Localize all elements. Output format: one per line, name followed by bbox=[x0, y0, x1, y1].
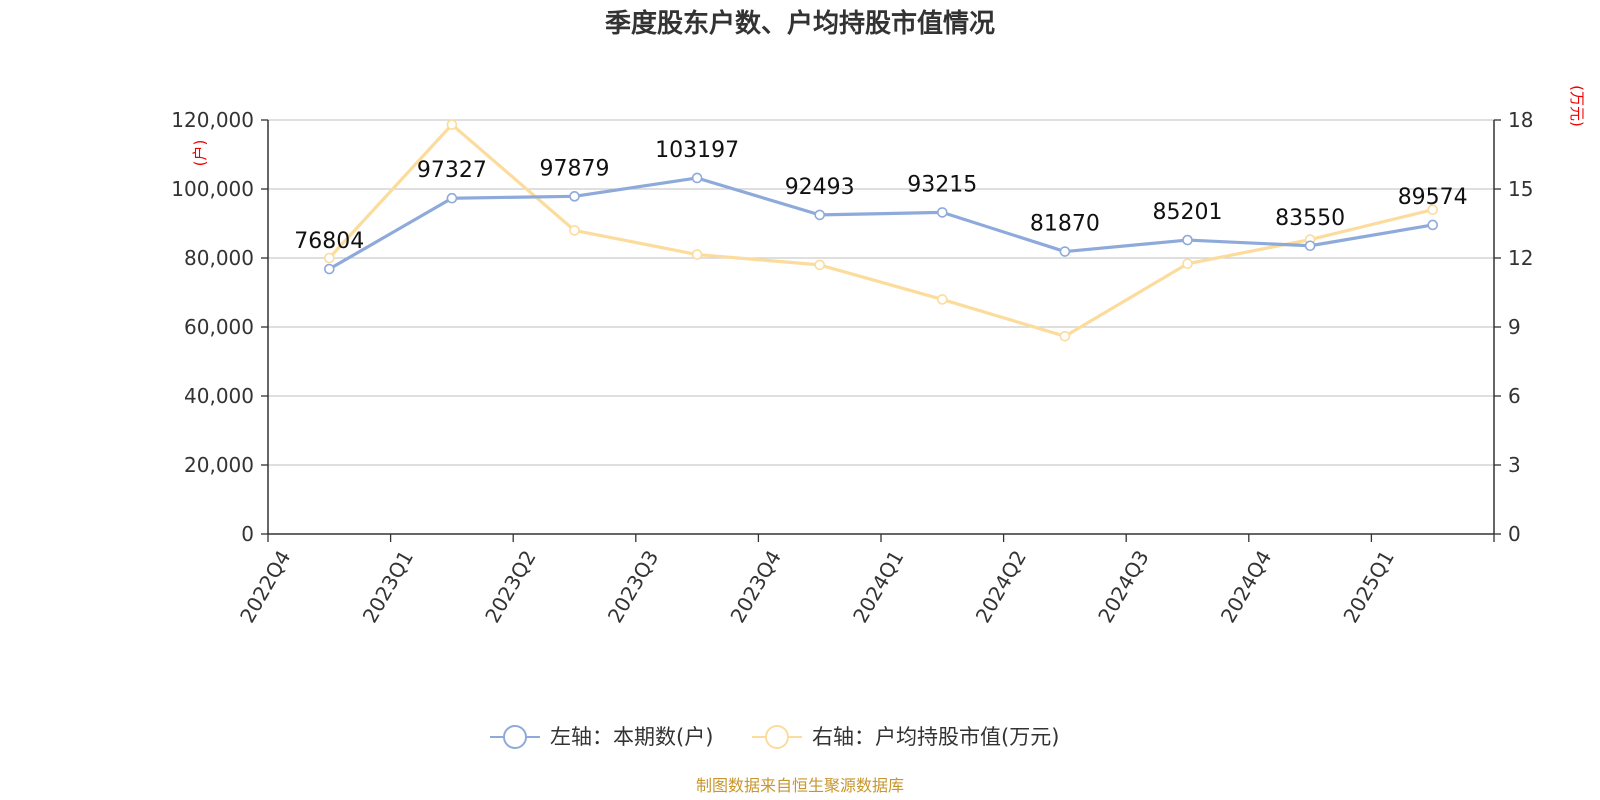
data-point[interactable] bbox=[323, 252, 335, 264]
right-tick-label: 0 bbox=[1508, 522, 1521, 546]
left-tick-label: 40,000 bbox=[184, 384, 254, 408]
series-line bbox=[328, 122, 1434, 338]
series-right bbox=[323, 119, 1438, 342]
x-tick-label: 2023Q2 bbox=[480, 546, 540, 627]
legend-item-right[interactable]: 右轴：户均持股市值(万元) bbox=[752, 725, 1059, 749]
x-tick-label: 2025Q1 bbox=[1338, 546, 1398, 627]
legend-right-marker bbox=[765, 725, 789, 749]
source-note: 制图数据来自恒生聚源数据库 bbox=[696, 776, 904, 795]
data-point[interactable] bbox=[446, 192, 458, 204]
data-label: 76804 bbox=[294, 229, 364, 254]
chart-title: 季度股东户数、户均持股市值情况 bbox=[605, 8, 995, 39]
left-tick-label: 80,000 bbox=[184, 246, 254, 270]
right-tick-label: 9 bbox=[1508, 315, 1521, 339]
right-tick-label: 6 bbox=[1508, 384, 1521, 408]
x-tick-label: 2023Q1 bbox=[358, 546, 418, 627]
series-left bbox=[323, 172, 1438, 275]
right-axis-ticks: 0 3 6 9 12 15 18 bbox=[1494, 108, 1533, 546]
legend-right-label: 右轴：户均持股市值(万元) bbox=[812, 725, 1059, 749]
data-label: 83550 bbox=[1275, 206, 1345, 231]
data-label: 92493 bbox=[785, 175, 855, 200]
right-tick-label: 12 bbox=[1508, 246, 1533, 270]
legend: 左轴：本期数(户) 右轴：户均持股市值(万元) bbox=[490, 725, 1059, 749]
legend-left-marker bbox=[503, 725, 527, 749]
data-point[interactable] bbox=[691, 249, 703, 260]
data-point[interactable] bbox=[569, 191, 580, 202]
left-tick-label: 20,000 bbox=[184, 453, 254, 477]
x-tick-label: 2024Q3 bbox=[1093, 546, 1153, 627]
data-labels: 76804 97327 97879 103197 92493 93215 81870 8520… bbox=[294, 138, 1467, 254]
data-point[interactable] bbox=[1059, 246, 1071, 257]
right-axis-unit: (万元) bbox=[1568, 85, 1586, 127]
right-tick-label: 15 bbox=[1508, 177, 1533, 201]
data-point[interactable] bbox=[936, 294, 948, 305]
series-line bbox=[328, 176, 1433, 271]
left-axis-unit: (户) bbox=[191, 140, 209, 167]
data-label: 81870 bbox=[1030, 212, 1100, 237]
data-point[interactable] bbox=[1427, 204, 1438, 215]
data-point[interactable] bbox=[1182, 258, 1193, 270]
x-tick-label: 2024Q4 bbox=[1216, 546, 1276, 627]
right-tick-label: 18 bbox=[1508, 108, 1533, 132]
data-point[interactable] bbox=[569, 225, 580, 236]
data-label: 97327 bbox=[417, 158, 487, 183]
data-label: 97879 bbox=[540, 156, 610, 181]
data-point[interactable] bbox=[691, 172, 703, 184]
x-tick-label: 2023Q4 bbox=[725, 546, 785, 627]
left-tick-label: 60,000 bbox=[184, 315, 254, 339]
data-label: 89574 bbox=[1398, 185, 1468, 210]
x-tick-label: 2024Q1 bbox=[848, 546, 908, 627]
data-point[interactable] bbox=[446, 119, 458, 130]
x-tick-label: 2022Q4 bbox=[235, 546, 295, 627]
data-point[interactable] bbox=[1059, 330, 1071, 342]
data-label: 85201 bbox=[1153, 200, 1223, 225]
left-tick-label: 0 bbox=[241, 522, 254, 546]
x-tick-label: 2024Q2 bbox=[971, 546, 1031, 627]
legend-left-label: 左轴：本期数(户) bbox=[550, 725, 713, 749]
left-axis-ticks: 0 20,000 40,000 60,000 80,000 100,000 120,000 bbox=[171, 108, 268, 546]
legend-item-left[interactable]: 左轴：本期数(户) bbox=[490, 725, 713, 749]
data-label: 103197 bbox=[655, 138, 739, 163]
data-point[interactable] bbox=[936, 207, 948, 218]
x-tick-label: 2023Q3 bbox=[603, 546, 663, 627]
data-point[interactable] bbox=[814, 259, 826, 271]
grid-lines bbox=[268, 119, 1494, 466]
data-point[interactable] bbox=[323, 263, 335, 275]
data-point[interactable] bbox=[1182, 234, 1193, 246]
data-label: 93215 bbox=[907, 172, 977, 197]
right-tick-label: 3 bbox=[1508, 453, 1521, 477]
data-point[interactable] bbox=[1304, 240, 1316, 252]
left-tick-label: 100,000 bbox=[171, 177, 254, 201]
data-point[interactable] bbox=[1427, 219, 1438, 231]
x-axis-ticks: 2022Q4 2023Q1 2023Q2 2023Q3 2023Q4 2024Q1 2024… bbox=[235, 534, 1495, 627]
left-tick-label: 120,000 bbox=[171, 108, 254, 132]
data-point[interactable] bbox=[814, 209, 826, 221]
